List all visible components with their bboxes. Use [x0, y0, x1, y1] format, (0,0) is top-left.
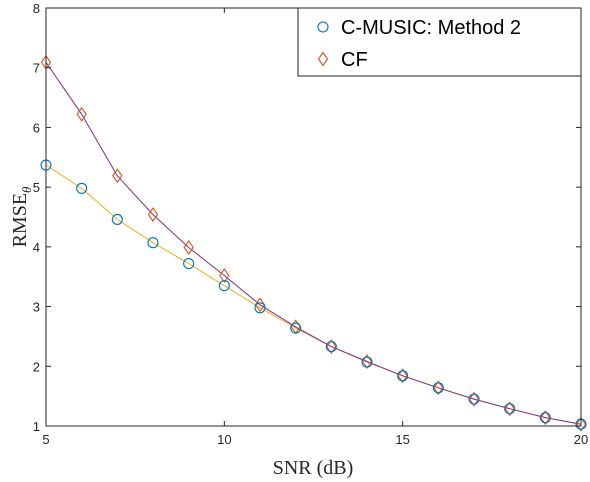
y-axis-label-group: RMSEθ [9, 186, 34, 247]
point-c-music [432, 382, 444, 394]
point-cf [468, 391, 480, 407]
point-cf [504, 401, 515, 417]
legend-circle-icon [317, 21, 329, 33]
point-c-music [183, 258, 195, 270]
legend-marker-c-music [317, 21, 329, 33]
y-tick-label: 6 [33, 120, 40, 135]
series-lines [45, 62, 582, 425]
y-tick-label: 5 [33, 180, 40, 195]
line-cf [45, 62, 582, 425]
legend-label-cf: CF [341, 49, 368, 71]
point-cf [254, 297, 266, 313]
point-c-music [468, 393, 480, 405]
point-c-music [76, 182, 88, 194]
legend-box [297, 7, 582, 77]
x-tick-label: 15 [395, 432, 409, 447]
point-cf [361, 354, 373, 369]
point-cf [112, 168, 123, 184]
x-axis-label: SNR (dB) [273, 457, 354, 479]
point-cf [326, 339, 337, 355]
point-c-music [290, 322, 302, 334]
y-tick-label: 7 [33, 61, 40, 76]
y-axis-label: RMSE [9, 193, 31, 247]
point-cf [540, 410, 551, 426]
axis-tick-labels: 5 10 15 20 1 2 3 4 5 6 7 8 [33, 1, 588, 447]
legend-marker-cf [317, 51, 329, 67]
y-tick-label: 4 [33, 240, 40, 255]
x-tick-label: 5 [42, 432, 49, 447]
svg-text:RMSEθ: RMSEθ [9, 186, 34, 247]
x-tick-label: 10 [217, 432, 231, 447]
y-tick-label: 3 [33, 300, 40, 315]
y-tick-label: 8 [33, 1, 40, 16]
point-c-music [147, 237, 159, 249]
point-c-music [397, 370, 409, 382]
point-c-music [254, 302, 266, 314]
point-cf [433, 380, 444, 396]
point-cf [397, 368, 408, 384]
point-c-music [539, 412, 551, 424]
point-c-music [361, 356, 373, 368]
point-cf [147, 207, 159, 223]
x-tick-label: 20 [574, 432, 588, 447]
point-c-music [111, 213, 123, 225]
legend: C-MUSIC: Method 2 CF [297, 7, 582, 77]
point-c-music [325, 341, 337, 353]
series-markers [40, 54, 587, 432]
point-cf [219, 268, 230, 283]
point-cf [183, 239, 194, 255]
point-c-music [218, 280, 230, 292]
point-c-music [504, 403, 516, 415]
y-tick-label: 2 [33, 359, 40, 374]
y-tick-label: 1 [33, 419, 40, 434]
legend-diamond-icon [317, 51, 329, 67]
plot-area [46, 8, 581, 426]
point-cf [76, 106, 87, 122]
y-axis-label-subscript: θ [19, 186, 34, 193]
point-cf [575, 416, 587, 432]
legend-label-c-music: C-MUSIC: Method 2 [341, 17, 521, 39]
